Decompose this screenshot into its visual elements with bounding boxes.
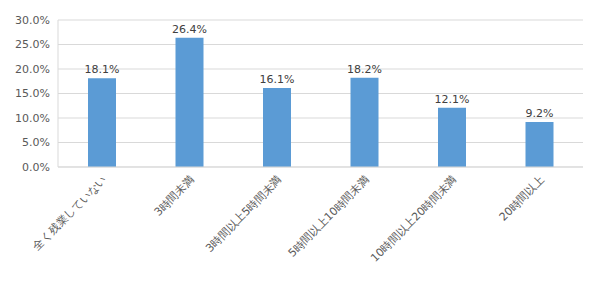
svg-text:26.4%: 26.4%	[172, 23, 207, 36]
svg-text:10時間以上20時間未満: 10時間以上20時間未満	[368, 173, 459, 264]
svg-text:全く残業していない: 全く残業していない	[30, 173, 109, 252]
svg-text:10.0%: 10.0%	[15, 112, 50, 125]
svg-text:16.1%: 16.1%	[260, 73, 295, 86]
svg-text:3時間以上5時間未満: 3時間以上5時間未満	[203, 173, 284, 254]
svg-text:18.1%: 18.1%	[85, 63, 120, 76]
svg-text:20.0%: 20.0%	[15, 63, 50, 76]
svg-text:12.1%: 12.1%	[435, 93, 470, 106]
svg-text:5.0%: 5.0%	[22, 136, 50, 149]
svg-text:15.0%: 15.0%	[15, 87, 50, 100]
svg-text:18.2%: 18.2%	[347, 63, 382, 76]
svg-text:5時間以上10時間未満: 5時間以上10時間未満	[286, 173, 372, 259]
svg-text:25.0%: 25.0%	[15, 38, 50, 51]
svg-text:9.2%: 9.2%	[526, 107, 554, 120]
svg-text:3時間未満: 3時間未満	[152, 173, 197, 218]
svg-text:20時間以上: 20時間以上	[497, 173, 547, 223]
svg-text:0.0%: 0.0%	[22, 161, 50, 174]
svg-text:30.0%: 30.0%	[15, 14, 50, 27]
